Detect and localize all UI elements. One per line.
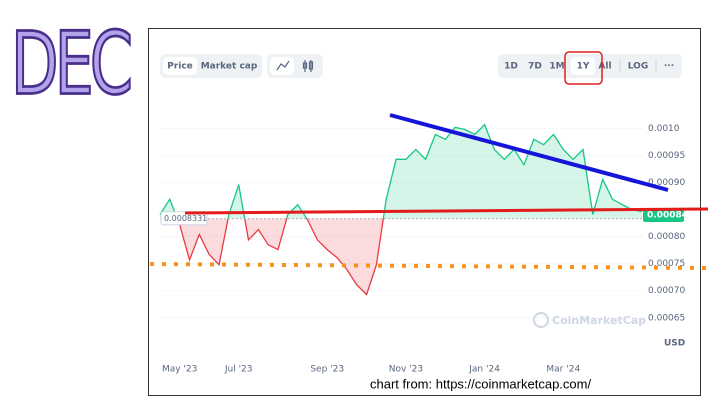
y-tick-label: 0.00080	[648, 232, 685, 242]
x-tick-label: Mar '24	[546, 365, 580, 375]
watermark: CoinMarketCap	[552, 314, 646, 327]
y-tick-label: 0.00070	[648, 286, 685, 296]
range-button[interactable]: LOG	[628, 62, 648, 72]
y-tick-label: 0.00090	[648, 178, 685, 188]
x-tick-label: May '23	[162, 365, 197, 375]
x-tick-label: Jan '24	[468, 365, 500, 375]
range-button[interactable]: All	[598, 62, 611, 72]
drawn-trend-line	[389, 113, 669, 192]
logo: DEC	[11, 13, 130, 114]
highlight-box	[564, 51, 603, 85]
candle-icon[interactable]	[302, 60, 314, 72]
y-tick-label: 0.00075	[648, 259, 685, 269]
line-style-button[interactable]	[270, 57, 294, 75]
drawn-dotted-line	[149, 262, 708, 270]
y-unit: USD	[664, 339, 685, 349]
current-price-label: 0.00084	[647, 211, 688, 221]
y-tick-label: 0.0010	[648, 124, 680, 134]
price-area	[160, 124, 642, 295]
range-button[interactable]: 1M	[549, 62, 564, 72]
baseline-label: 0.0008331	[164, 214, 207, 223]
selected-toggle	[163, 57, 197, 75]
marketcap-button[interactable]: Market cap	[201, 62, 258, 72]
y-tick-label: 0.00065	[648, 313, 685, 323]
selected-range	[571, 57, 595, 75]
watermark-logo	[533, 312, 549, 328]
x-tick-label: Nov '23	[389, 365, 423, 375]
range-button[interactable]: 1Y	[577, 62, 590, 72]
caption: chart from: https://coinmarketcap.com/	[370, 376, 591, 391]
range-button[interactable]: 7D	[528, 62, 542, 72]
current-price-tag	[643, 208, 684, 222]
price-button[interactable]: Price	[167, 62, 193, 72]
baseline-label-bg	[160, 211, 208, 226]
range-button[interactable]: 1D	[504, 62, 518, 72]
y-tick-label: 0.00095	[648, 151, 685, 161]
x-tick-label: Sep '23	[310, 365, 344, 375]
range-button[interactable]: ···	[664, 62, 674, 72]
price-line	[159, 123, 643, 296]
line-icon	[276, 60, 290, 71]
drawn-support-line	[184, 207, 708, 215]
x-tick-label: Jul '23	[224, 365, 253, 375]
